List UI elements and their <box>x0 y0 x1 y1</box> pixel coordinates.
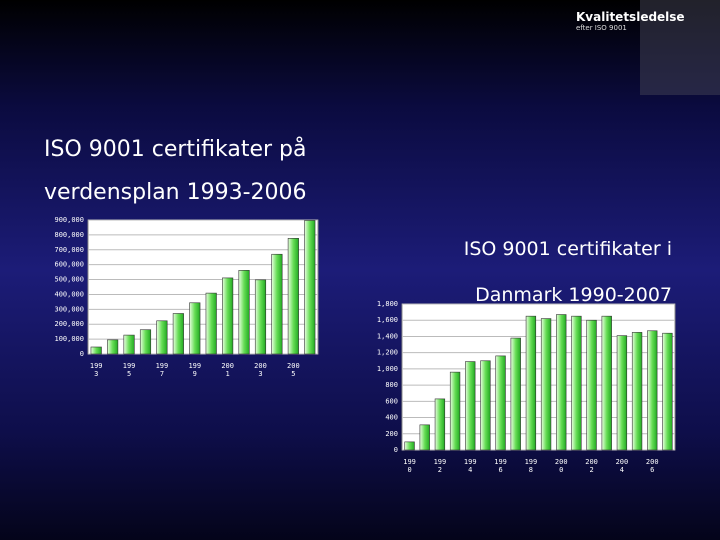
chart-title: ISO 9001 certifikater i Danmark 1990-200… <box>463 238 672 306</box>
logo: Kvalitetsledelse efter ISO 9001 <box>576 10 685 32</box>
x-tick-label: 199 2 <box>434 458 447 474</box>
bar <box>90 346 102 355</box>
bar <box>404 441 415 451</box>
x-tick-label: 199 8 <box>525 458 538 474</box>
bar <box>465 361 476 451</box>
x-tick-label: 200 3 <box>254 362 267 378</box>
bar <box>238 270 250 355</box>
y-tick-label: 800,000 <box>54 231 84 239</box>
bar <box>205 292 217 355</box>
bar <box>616 335 628 451</box>
bar <box>480 360 491 451</box>
y-tick-label: 900,000 <box>54 216 84 224</box>
y-tick-label: 800 <box>385 381 398 389</box>
x-tick-label: 199 7 <box>156 362 169 378</box>
y-tick-label: 200,000 <box>54 320 84 328</box>
y-tick-label: 1,800 <box>377 300 398 308</box>
y-tick-label: 600 <box>385 397 398 405</box>
bar <box>271 253 283 355</box>
bar <box>510 337 521 451</box>
y-tick-label: 0 <box>394 446 398 454</box>
y-tick-label: 200 <box>385 430 398 438</box>
plot-area <box>87 219 319 355</box>
bar <box>571 315 582 451</box>
x-tick-label: 200 5 <box>287 362 300 378</box>
y-tick-label: 1,400 <box>377 332 398 340</box>
bar <box>556 314 567 451</box>
x-tick-label: 199 3 <box>90 362 103 378</box>
bar <box>540 318 552 451</box>
bar <box>434 398 446 451</box>
bar <box>172 313 184 355</box>
chart-title: ISO 9001 certifikater på verdensplan 199… <box>44 137 307 205</box>
y-tick-label: 0 <box>80 350 84 358</box>
bar <box>254 279 267 355</box>
bar <box>419 424 430 451</box>
bar <box>304 220 316 355</box>
bar <box>662 332 673 451</box>
y-tick-label: 600,000 <box>54 261 84 269</box>
bar <box>525 315 537 451</box>
x-tick-label: 199 9 <box>188 362 201 378</box>
bar <box>495 355 506 451</box>
y-tick-label: 1,000 <box>377 365 398 373</box>
x-tick-label: 200 2 <box>585 458 598 474</box>
x-tick-label: 199 5 <box>123 362 136 378</box>
x-tick-label: 199 4 <box>464 458 477 474</box>
logo-subtitle: efter ISO 9001 <box>576 24 627 32</box>
bar <box>631 332 643 451</box>
x-tick-label: 199 0 <box>403 458 416 474</box>
x-tick-label: 199 6 <box>494 458 507 474</box>
bar <box>189 302 201 355</box>
y-tick-label: 400,000 <box>54 290 84 298</box>
bar <box>449 371 461 451</box>
x-tick-label: 200 6 <box>646 458 659 474</box>
y-tick-label: 400 <box>385 414 398 422</box>
y-tick-label: 1,600 <box>377 316 398 324</box>
plot-area <box>401 303 676 451</box>
logo-title: Kvalitetsledelse <box>576 10 685 24</box>
bar <box>156 320 168 355</box>
bar <box>139 329 152 355</box>
bar <box>222 277 234 355</box>
bar <box>647 330 658 451</box>
y-tick-label: 700,000 <box>54 246 84 254</box>
y-tick-label: 100,000 <box>54 335 84 343</box>
x-tick-label: 200 0 <box>555 458 568 474</box>
bar <box>601 315 612 451</box>
y-tick-label: 1,200 <box>377 349 398 357</box>
x-tick-label: 200 1 <box>221 362 234 378</box>
y-tick-label: 500,000 <box>54 276 84 284</box>
bar <box>123 334 135 355</box>
logo-image <box>640 0 720 95</box>
bar <box>586 319 597 451</box>
y-tick-label: 300,000 <box>54 305 84 313</box>
x-tick-label: 200 4 <box>616 458 629 474</box>
bar <box>107 339 119 355</box>
bar <box>287 238 299 355</box>
